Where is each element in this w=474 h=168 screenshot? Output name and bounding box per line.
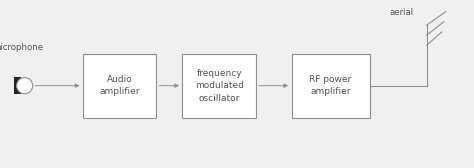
Bar [292, 54, 370, 118]
Text: RF power
amplifier: RF power amplifier [310, 75, 352, 96]
Ellipse shape [17, 78, 33, 94]
Text: microphone: microphone [0, 43, 44, 52]
Text: aerial: aerial [389, 8, 413, 17]
Bar [182, 54, 256, 118]
Text: frequency
modulated
oscillator: frequency modulated oscillator [195, 69, 244, 103]
Bar [14, 77, 21, 94]
Bar [83, 54, 156, 118]
Text: Audio
amplifier: Audio amplifier [100, 75, 140, 96]
